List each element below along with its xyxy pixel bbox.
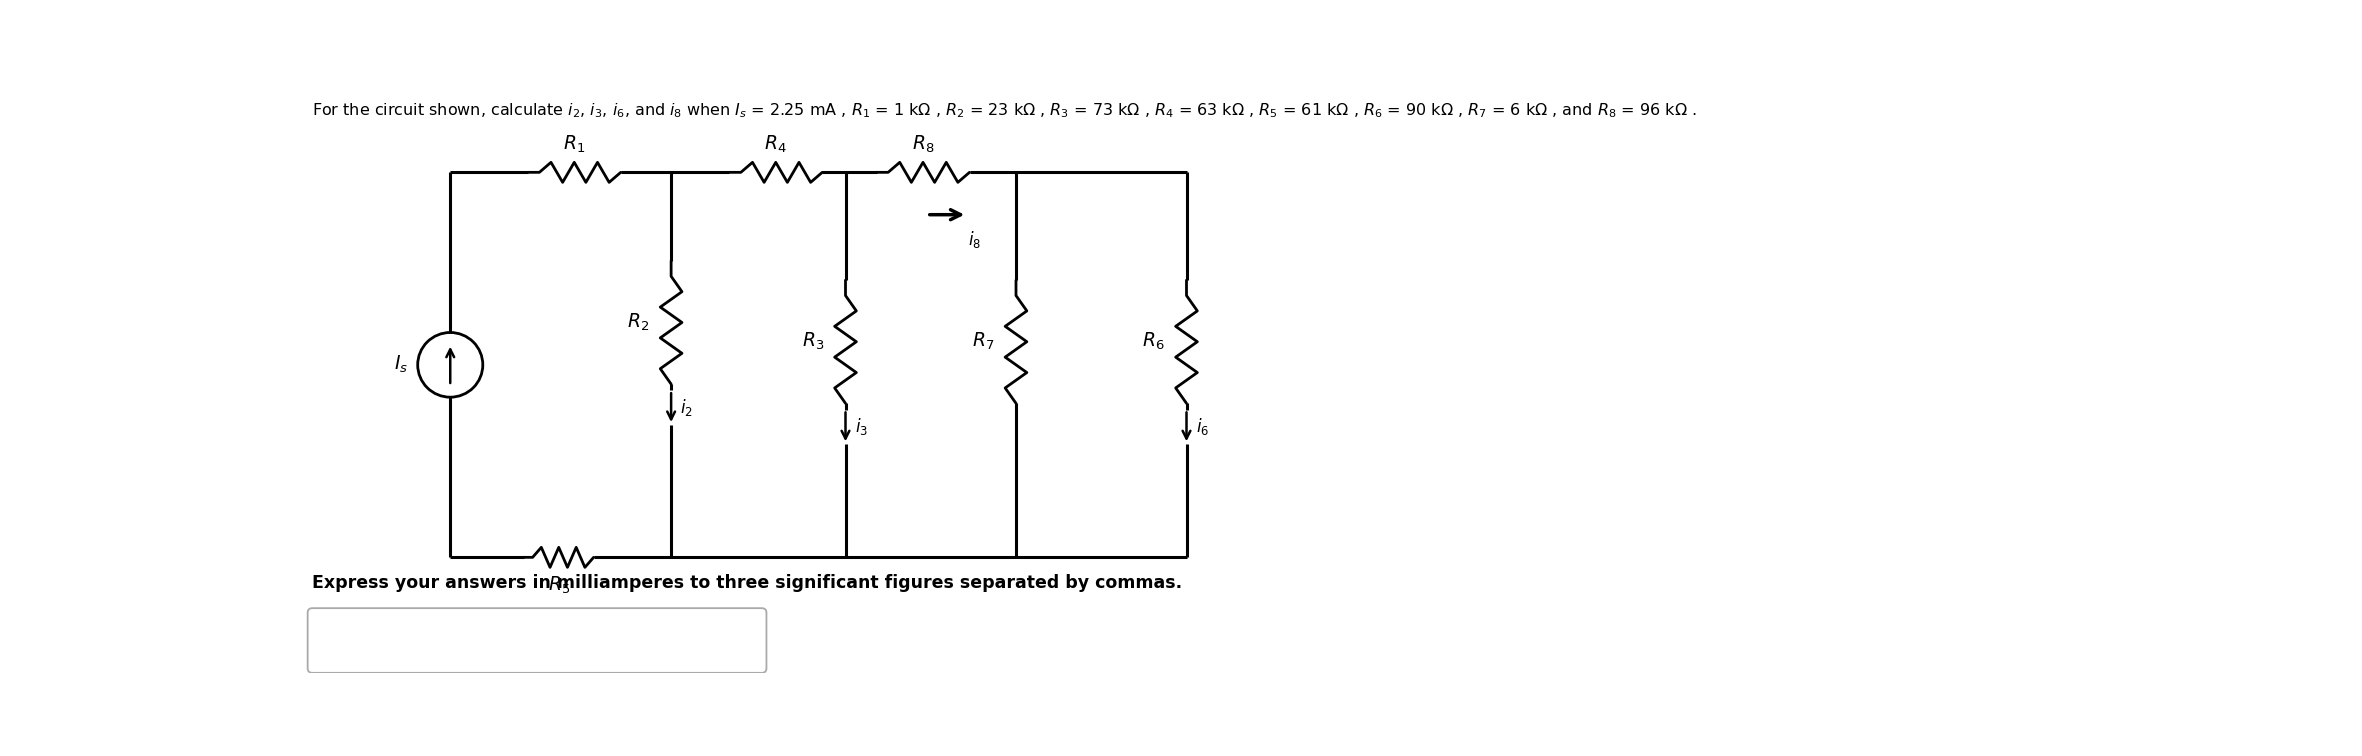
Text: $R_6$: $R_6$ [1143,331,1164,352]
FancyBboxPatch shape [307,608,765,673]
Text: $i_8$: $i_8$ [968,228,983,249]
Text: Express your answers in milliamperes to three significant figures separated by c: Express your answers in milliamperes to … [312,575,1183,592]
Text: $i_3$: $i_3$ [855,417,867,437]
Text: $R_3$: $R_3$ [801,331,824,352]
Text: For the circuit shown, calculate $i_2$, $i_3$, $i_6$, and $i_8$ when $I_s$ = 2.2: For the circuit shown, calculate $i_2$, … [312,101,1698,120]
Text: ▶  View Available Hint(s): ▶ View Available Hint(s) [312,608,555,626]
Text: $R_8$: $R_8$ [912,134,935,156]
Text: $R_4$: $R_4$ [765,134,787,156]
Text: $R_1$: $R_1$ [562,134,586,156]
Text: $R_2$: $R_2$ [628,311,650,333]
Text: $R_5$: $R_5$ [548,575,569,596]
Text: $i_2$, $i_3$, $i_6$, $i_8$ =  1.85,0.234,1.05×10$^{-2}$,0.168  mA: $i_2$, $i_3$, $i_6$, $i_8$ = 1.85,0.234,… [326,629,746,652]
Text: $i_6$: $i_6$ [1195,417,1209,437]
Text: $i_2$: $i_2$ [680,397,694,418]
Text: $R_7$: $R_7$ [973,331,994,352]
Text: $I_s$: $I_s$ [394,355,409,376]
